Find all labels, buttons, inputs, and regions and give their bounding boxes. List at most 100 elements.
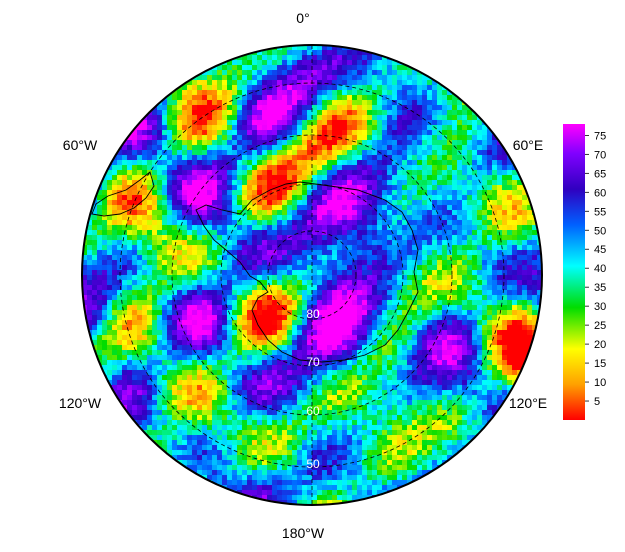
field-cell (82, 290, 88, 296)
field-cell (482, 335, 488, 341)
field-cell (462, 295, 468, 301)
field-cell (492, 295, 498, 301)
field-cell (382, 240, 388, 246)
field-cell (287, 75, 293, 81)
field-cell (402, 120, 408, 126)
field-cell (207, 230, 213, 236)
field-cell (182, 95, 188, 101)
field-cell (377, 130, 383, 136)
field-cell (227, 315, 233, 321)
field-cell (237, 135, 243, 141)
field-cell (122, 175, 128, 181)
field-cell (352, 140, 358, 146)
field-cell (462, 290, 468, 296)
field-cell (162, 195, 168, 201)
field-cell (222, 110, 228, 116)
field-cell (242, 55, 248, 61)
field-cell (497, 160, 503, 166)
field-cell (477, 280, 483, 286)
field-cell (87, 255, 93, 261)
field-cell (412, 320, 418, 326)
field-cell (337, 265, 343, 271)
field-cell (287, 60, 293, 66)
field-cell (162, 180, 168, 186)
field-cell (297, 80, 303, 86)
field-cell (442, 170, 448, 176)
field-cell (327, 325, 333, 331)
field-cell (87, 250, 93, 256)
field-cell (162, 295, 168, 301)
field-cell (142, 120, 148, 126)
field-cell (237, 325, 243, 331)
field-cell (322, 270, 328, 276)
field-cell (147, 355, 153, 361)
field-cell (172, 265, 178, 271)
field-cell (332, 145, 338, 151)
field-cell (287, 175, 293, 181)
field-cell (192, 100, 198, 106)
field-cell (367, 305, 373, 311)
field-cell (302, 270, 308, 276)
field-cell (372, 45, 378, 51)
field-cell (312, 145, 318, 151)
field-cell (277, 240, 283, 246)
field-cell (477, 320, 483, 326)
field-cell (337, 45, 343, 51)
field-cell (302, 130, 308, 136)
field-cell (217, 110, 223, 116)
field-cell (242, 140, 248, 146)
field-cell (437, 335, 443, 341)
field-cell (332, 265, 338, 271)
field-cell (507, 230, 513, 236)
field-cell (312, 105, 318, 111)
field-cell (442, 335, 448, 341)
field-cell (402, 260, 408, 266)
field-cell (177, 325, 183, 331)
field-cell (177, 125, 183, 131)
field-cell (412, 170, 418, 176)
field-cell (207, 60, 213, 66)
field-cell (187, 175, 193, 181)
field-cell (472, 245, 478, 251)
field-cell (457, 155, 463, 161)
field-cell (402, 105, 408, 111)
field-cell (97, 210, 103, 216)
field-cell (202, 250, 208, 256)
field-cell (212, 210, 218, 216)
field-cell (467, 190, 473, 196)
field-cell (117, 320, 123, 326)
field-cell (507, 235, 513, 241)
field-cell (297, 355, 303, 361)
field-cell (222, 295, 228, 301)
field-cell (227, 140, 233, 146)
field-cell (157, 225, 163, 231)
field-cell (382, 60, 388, 66)
field-cell (257, 195, 263, 201)
field-cell (212, 85, 218, 91)
field-cell (347, 235, 353, 241)
field-cell (387, 130, 393, 136)
field-cell (487, 290, 493, 296)
field-cell (417, 240, 423, 246)
field-cell (272, 280, 278, 286)
field-cell (157, 215, 163, 221)
field-cell (327, 250, 333, 256)
field-cell (347, 215, 353, 221)
field-cell (537, 210, 542, 216)
field-cell (362, 140, 368, 146)
field-cell (92, 265, 98, 271)
field-cell (372, 180, 378, 186)
field-cell (357, 315, 363, 321)
field-cell (117, 155, 123, 161)
field-cell (152, 270, 158, 276)
field-cell (362, 250, 368, 256)
field-cell (382, 155, 388, 161)
field-cell (102, 320, 108, 326)
field-cell (212, 285, 218, 291)
field-cell (317, 215, 323, 221)
field-cell (492, 290, 498, 296)
field-cell (422, 195, 428, 201)
field-cell (482, 260, 488, 266)
field-cell (187, 280, 193, 286)
field-cell (337, 125, 343, 131)
